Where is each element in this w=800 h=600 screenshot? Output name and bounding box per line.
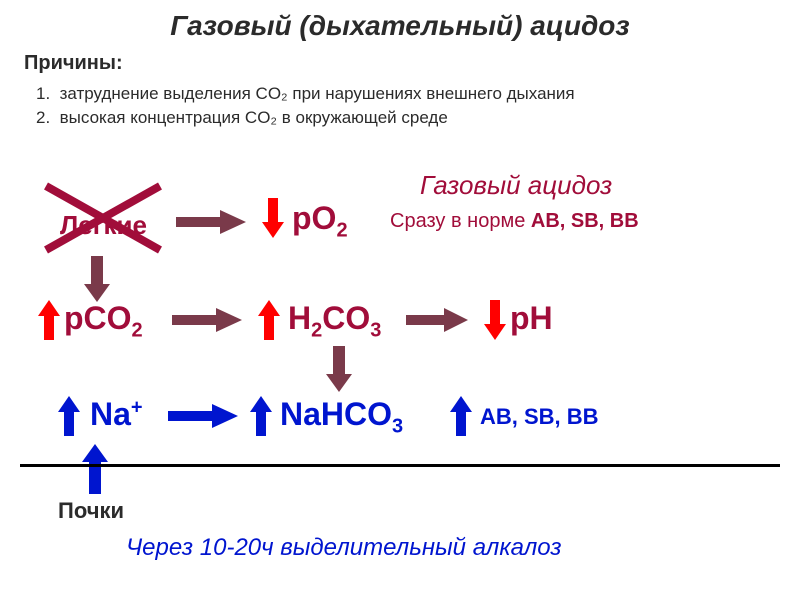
cause-2: 2. высокая концентрация CO₂ в окружающей… <box>36 108 448 128</box>
h2co3-label: H2CO3 <box>288 300 381 342</box>
arrow-h2co3-ph <box>406 308 468 332</box>
nahco3-label: NaHCO3 <box>280 396 403 438</box>
ab-sb-bb-label: AB, SB, BB <box>480 404 599 430</box>
cross-out-icon <box>38 178 168 258</box>
up-arrow-icon <box>258 300 280 340</box>
horizontal-divider <box>20 464 780 467</box>
na-label: Na+ <box>90 396 143 433</box>
arrow-legkie-pco2 <box>84 256 110 302</box>
final-note: Через 10-20ч выделительный алкалоз <box>126 534 562 562</box>
po2-label: pO2 <box>292 200 348 242</box>
ph-label: pH <box>510 300 553 337</box>
arrow-h2co3-nahco3 <box>326 346 352 392</box>
up-arrow-icon <box>450 396 472 436</box>
gas-acidosis-label: Газовый ацидоз <box>420 170 612 201</box>
down-arrow-icon <box>484 300 506 340</box>
pochki-label: Почки <box>58 498 124 524</box>
arrow-na-nahco3 <box>168 404 238 428</box>
arrow-pochki-na <box>82 444 108 494</box>
down-arrow-icon <box>262 198 284 238</box>
arrow-legkie-po2 <box>176 210 246 234</box>
cause-1-text: затруднение выделения CO₂ при нарушениях… <box>60 84 575 103</box>
pco2-label: pCO2 <box>64 300 143 342</box>
slide-title: Газовый (дыхательный) ацидоз <box>0 10 800 42</box>
cause-2-text: высокая концентрация CO₂ в окружающей ср… <box>60 108 448 127</box>
norm-label: Сразу в норме AB, SB, BB <box>390 210 639 233</box>
up-arrow-icon <box>250 396 272 436</box>
cause-1: 1. затруднение выделения CO₂ при нарушен… <box>36 84 575 104</box>
causes-heading: Причины: <box>24 52 123 75</box>
up-arrow-icon <box>38 300 60 340</box>
up-arrow-icon <box>58 396 80 436</box>
arrow-pco2-h2co3 <box>172 308 242 332</box>
